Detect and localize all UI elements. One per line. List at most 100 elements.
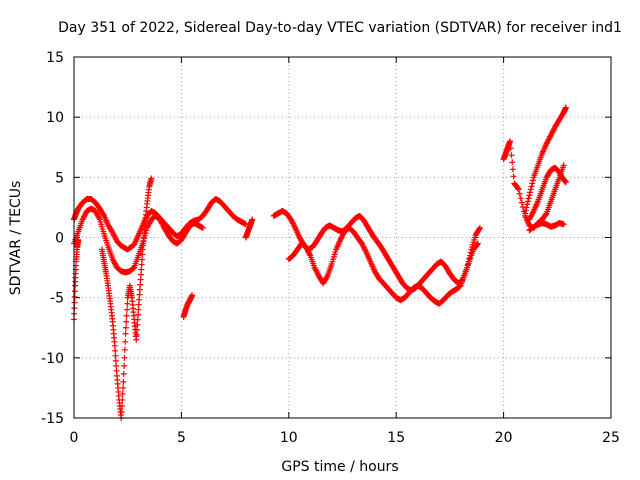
- data-point: [120, 378, 127, 385]
- data-point: [135, 311, 142, 318]
- data-point: [529, 180, 536, 187]
- data-point: [136, 296, 143, 303]
- data-point: [514, 185, 521, 192]
- data-point: [122, 324, 129, 331]
- data-point: [135, 306, 142, 313]
- data-point: [75, 236, 82, 243]
- y-axis-title: SDTVAR / TECUs: [8, 181, 24, 296]
- y-tick-label: 5: [55, 170, 64, 186]
- data-point: [189, 292, 196, 299]
- data-point: [124, 300, 131, 307]
- data-points: [71, 104, 569, 421]
- data-point: [522, 210, 529, 217]
- data-point: [119, 396, 126, 403]
- y-tick-label: -15: [41, 411, 64, 427]
- data-point: [542, 211, 549, 218]
- data-point: [122, 338, 129, 345]
- data-point: [139, 256, 146, 263]
- data-point: [518, 199, 525, 206]
- data-point: [71, 288, 78, 295]
- data-point: [476, 224, 483, 231]
- data-point: [523, 204, 530, 211]
- data-point: [136, 286, 143, 293]
- data-point: [527, 186, 534, 193]
- data-point: [112, 347, 119, 354]
- data-point: [138, 266, 145, 273]
- data-point: [524, 201, 531, 208]
- plot-frame: [73, 56, 612, 419]
- data-point: [135, 301, 142, 308]
- data-point: [133, 331, 140, 338]
- data-point: [507, 138, 514, 145]
- data-point: [528, 183, 535, 190]
- data-point: [517, 195, 524, 202]
- data-point: [121, 346, 128, 353]
- data-point: [120, 384, 127, 391]
- data-point: [134, 326, 141, 333]
- data-point: [507, 145, 514, 152]
- y-tick-label: 10: [46, 110, 64, 126]
- data-point: [133, 336, 140, 343]
- data-point: [123, 306, 130, 313]
- data-point: [524, 198, 531, 205]
- x-tick-label: 25: [602, 430, 620, 446]
- data-point: [249, 216, 256, 223]
- y-tick-label: -10: [41, 351, 64, 367]
- data-point: [509, 166, 516, 173]
- data-point: [123, 312, 130, 319]
- data-point: [71, 293, 78, 300]
- data-point: [137, 271, 144, 278]
- data-point: [560, 162, 567, 169]
- y-tick-label: 0: [55, 231, 64, 247]
- data-point: [137, 281, 144, 288]
- data-point: [516, 190, 523, 197]
- data-point: [137, 276, 144, 283]
- data-point: [136, 291, 143, 298]
- data-point: [515, 186, 522, 193]
- data-point: [199, 224, 206, 231]
- data-point: [562, 179, 569, 186]
- data-point: [119, 390, 126, 397]
- data-point: [111, 342, 118, 349]
- data-point: [113, 367, 120, 374]
- data-point: [121, 362, 128, 369]
- data-point: [509, 159, 516, 166]
- x-axis-title: GPS time / hours: [281, 459, 398, 475]
- data-point: [526, 192, 533, 199]
- x-tick-label: 5: [177, 430, 186, 446]
- data-point: [118, 408, 125, 415]
- chart-title: Day 351 of 2022, Sidereal Day-to-day VTE…: [58, 20, 622, 36]
- data-point: [527, 189, 534, 196]
- data-point: [139, 251, 146, 258]
- x-tick-label: 20: [495, 430, 513, 446]
- data-point: [510, 173, 517, 180]
- data-point: [323, 274, 330, 281]
- data-point: [112, 357, 119, 364]
- data-point: [508, 152, 515, 159]
- data-point: [148, 175, 155, 182]
- data-point: [120, 370, 127, 377]
- data-point: [134, 316, 141, 323]
- y-tick-label: -5: [50, 291, 64, 307]
- x-tick-label: 0: [70, 430, 79, 446]
- data-point: [522, 207, 529, 214]
- data-point: [134, 321, 141, 328]
- data-point: [529, 177, 536, 184]
- data-point: [113, 362, 120, 369]
- y-tick-label: 15: [46, 50, 64, 66]
- data-point: [474, 240, 481, 247]
- data-point: [122, 330, 129, 337]
- x-tick-label: 15: [387, 430, 405, 446]
- data-point: [71, 299, 78, 306]
- data-point: [121, 354, 128, 361]
- data-point: [476, 226, 483, 233]
- data-point: [112, 352, 119, 359]
- data-point: [118, 402, 125, 409]
- data-point: [560, 221, 567, 228]
- data-point: [138, 261, 145, 268]
- data-point: [123, 318, 130, 325]
- x-tick-label: 10: [280, 430, 298, 446]
- data-point: [562, 104, 569, 111]
- data-point: [525, 195, 532, 202]
